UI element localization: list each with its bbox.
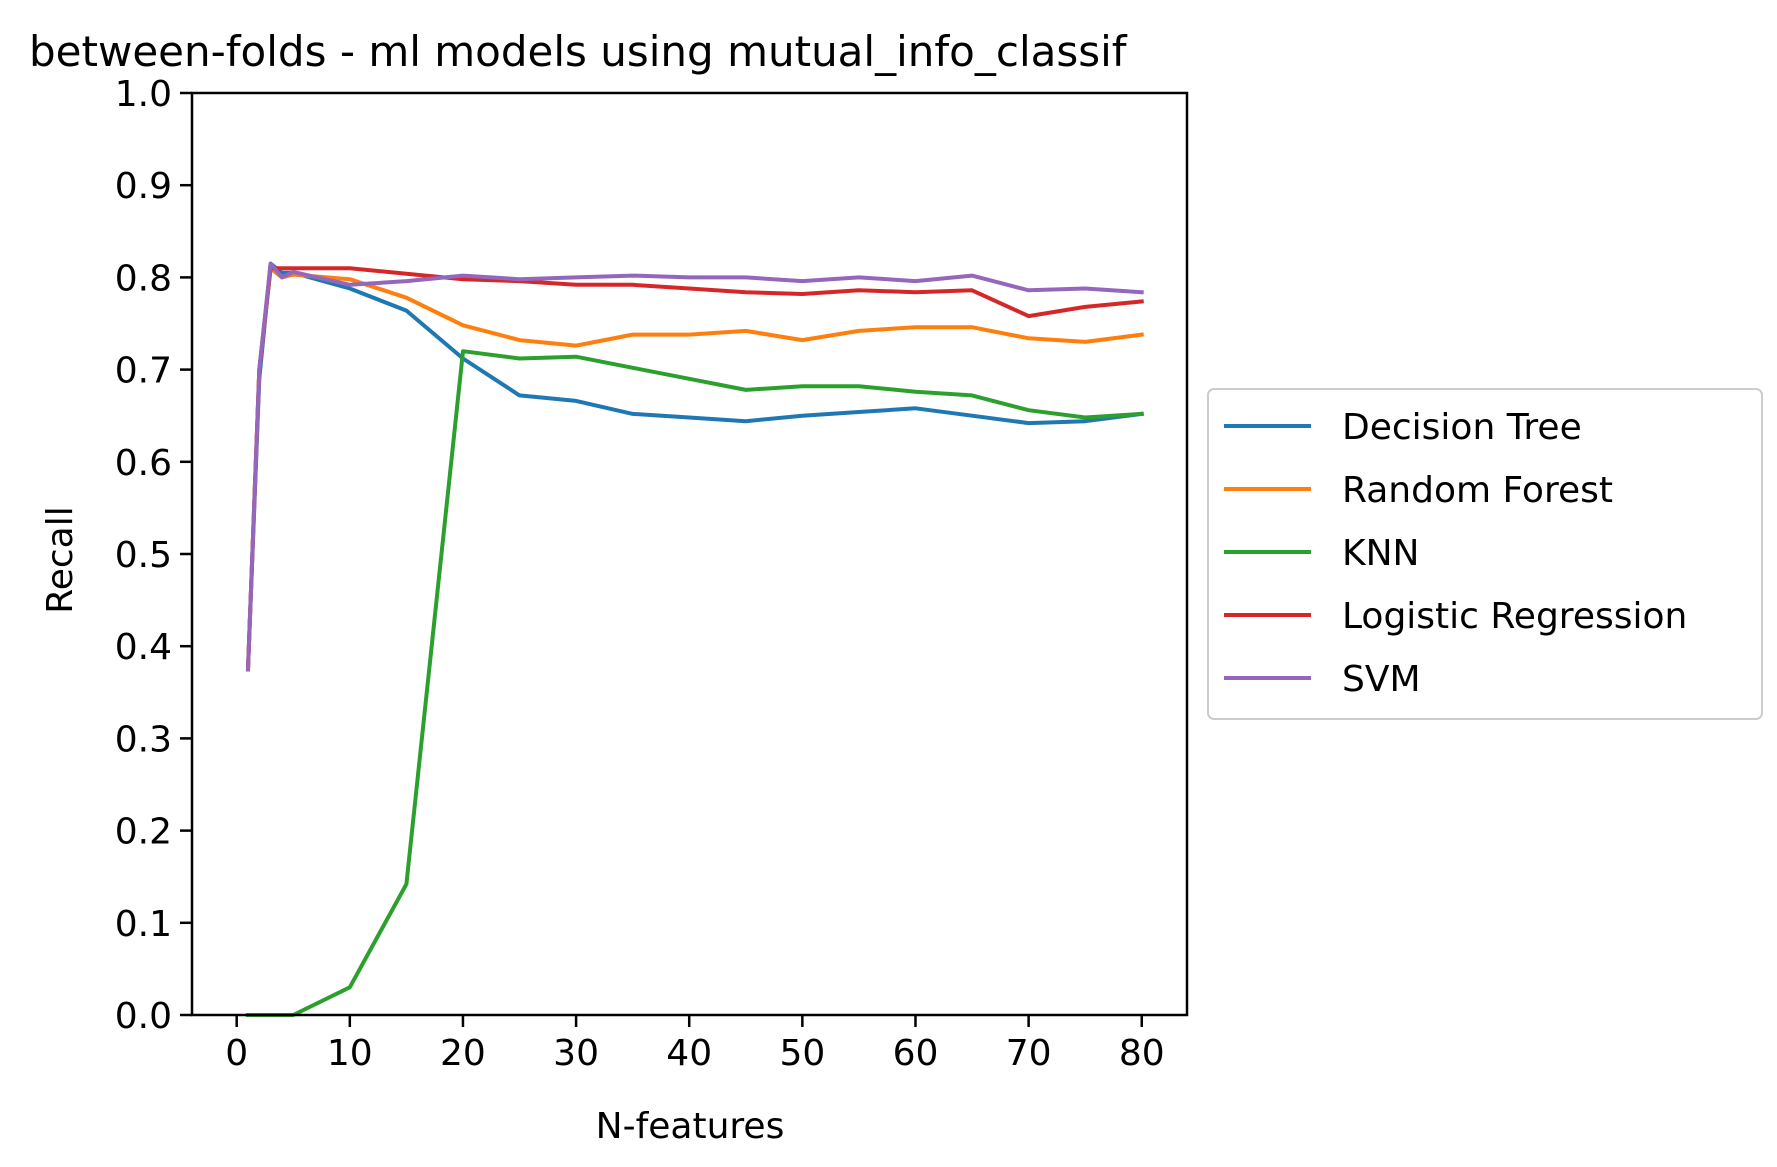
- y-axis-label: Recall: [40, 506, 81, 613]
- series-line-2: [246, 349, 1144, 1017]
- y-tick-label: 1.0: [115, 74, 172, 115]
- y-tick-label: 0.2: [115, 812, 172, 853]
- y-tick-label: 0.5: [115, 535, 172, 576]
- y-tick-label: 0.6: [115, 443, 172, 484]
- series-line-0: [245, 261, 1144, 672]
- legend-box: [1207, 388, 1763, 720]
- legend-label-4: SVM: [1342, 659, 1421, 700]
- y-tick-label: 0.3: [115, 719, 172, 760]
- legend-label-3: Logistic Regression: [1342, 596, 1687, 637]
- x-tick-label: 50: [779, 1033, 825, 1074]
- x-axis-ticks: 0 10 20 30 40 50 60 70 80: [225, 1015, 1165, 1074]
- legend-label-0: Decision Tree: [1342, 407, 1582, 448]
- y-tick-label: 0.0: [115, 996, 172, 1037]
- x-axis-label: N-features: [596, 1106, 785, 1147]
- plot-frame: [190, 91, 1189, 1017]
- x-tick-label: 40: [666, 1033, 712, 1074]
- x-tick-label: 70: [1006, 1033, 1052, 1074]
- x-tick-label: 20: [440, 1033, 486, 1074]
- x-tick-label: 80: [1119, 1033, 1165, 1074]
- legend-label-1: Random Forest: [1342, 470, 1613, 511]
- x-tick-label: 30: [553, 1033, 599, 1074]
- legend-label-2: KNN: [1342, 533, 1419, 574]
- y-tick-label: 0.8: [115, 258, 172, 299]
- chart-title: between-folds - ml models using mutual_i…: [29, 27, 1128, 76]
- series-line-3: [245, 266, 1144, 672]
- x-tick-label: 60: [893, 1033, 939, 1074]
- y-axis-ticks: 0.0 0.1 0.2 0.3 0.4 0.5 0.6 0.7 0.8 0.9 1.0: [115, 74, 192, 1037]
- y-tick-label: 0.1: [115, 904, 172, 945]
- x-tick-label: 10: [327, 1033, 373, 1074]
- legend: Decision Tree Random Forest KNN Logistic Re…: [1207, 388, 1763, 720]
- y-tick-label: 0.9: [115, 166, 172, 207]
- x-tick-label: 0: [225, 1033, 248, 1074]
- y-tick-label: 0.7: [115, 351, 172, 392]
- plot-lines: [245, 261, 1144, 1017]
- series-line-4: [245, 261, 1144, 672]
- series-line-1: [245, 266, 1144, 672]
- y-tick-label: 0.4: [115, 627, 172, 668]
